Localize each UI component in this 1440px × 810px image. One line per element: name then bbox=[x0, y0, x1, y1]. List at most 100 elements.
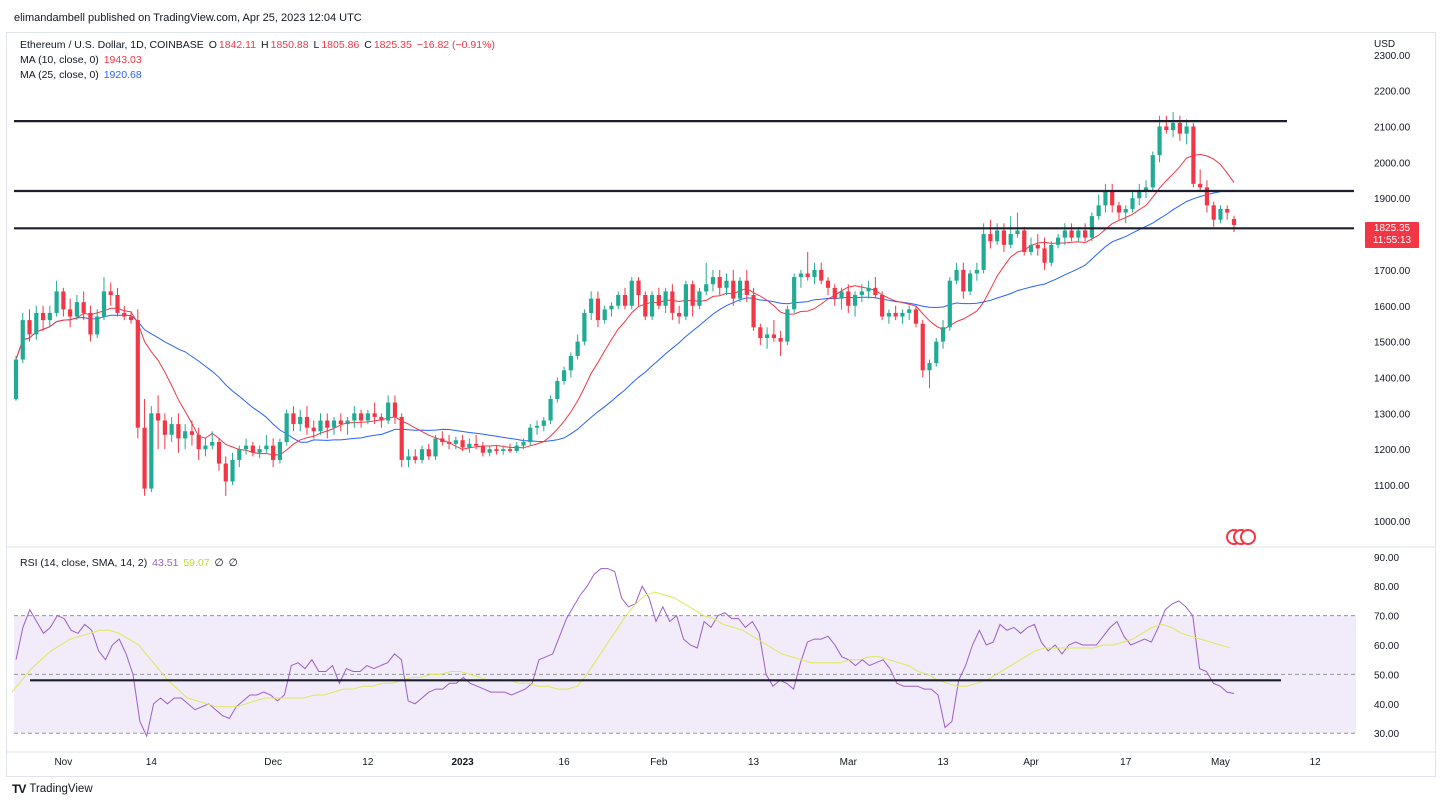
candle-body bbox=[291, 413, 296, 425]
candle-body bbox=[277, 442, 282, 460]
candle-body bbox=[920, 323, 925, 371]
candle-body bbox=[1177, 122, 1182, 134]
candle-body bbox=[1204, 187, 1210, 206]
candle-body bbox=[1083, 230, 1088, 238]
candle-body bbox=[1110, 191, 1115, 206]
candle-body bbox=[1198, 183, 1203, 188]
candle-body bbox=[47, 312, 52, 321]
candle-body bbox=[1150, 155, 1155, 188]
candle-body bbox=[981, 234, 986, 270]
candle-body bbox=[352, 413, 357, 421]
candle-body bbox=[1096, 205, 1101, 217]
candle-body bbox=[656, 295, 661, 306]
grid bbox=[6, 546, 1436, 753]
candle-body bbox=[1137, 191, 1142, 199]
symbol-legend: Ethereum / U.S. Dollar, 1D, COINBASE O 18… bbox=[20, 39, 495, 51]
candle-body bbox=[534, 425, 540, 428]
candle-body bbox=[1157, 126, 1162, 156]
candle-body bbox=[1001, 230, 1007, 245]
candle-body bbox=[501, 449, 506, 451]
time-tick-label: 12 bbox=[362, 757, 374, 768]
candle-body bbox=[487, 449, 492, 453]
candle-body bbox=[792, 277, 797, 310]
rsi-band bbox=[14, 615, 1356, 734]
candle-body bbox=[521, 442, 526, 446]
rsi-path bbox=[15, 568, 1235, 738]
candle-body bbox=[731, 280, 736, 299]
price-tick-label: 1100.00 bbox=[1374, 481, 1410, 492]
rsi-tick-label: 80.00 bbox=[1374, 582, 1399, 593]
price-tick-label: 2200.00 bbox=[1374, 87, 1411, 98]
last-price: 1825.35 bbox=[1373, 223, 1411, 234]
candle-body bbox=[74, 302, 79, 317]
candle-body bbox=[1184, 126, 1189, 134]
candle-body bbox=[88, 312, 93, 335]
candle-body bbox=[886, 312, 891, 317]
open-value: 1842.11 bbox=[218, 39, 257, 51]
rsi-tick-label: 30.00 bbox=[1374, 729, 1399, 740]
candle-body bbox=[1123, 208, 1128, 213]
candle-body bbox=[20, 320, 25, 360]
candle-body bbox=[832, 287, 837, 299]
candle-body bbox=[907, 309, 912, 313]
candle-body bbox=[169, 424, 174, 435]
rsi-ma-path bbox=[11, 591, 1231, 708]
candle-body bbox=[677, 312, 682, 317]
candle-body bbox=[880, 295, 885, 317]
price-tick-label: 1400.00 bbox=[1374, 373, 1411, 384]
candle-body bbox=[128, 316, 134, 321]
candle-body bbox=[710, 277, 716, 285]
candle-body bbox=[419, 449, 425, 460]
candle-body bbox=[595, 298, 601, 321]
candle-body bbox=[913, 309, 919, 324]
candle-body bbox=[852, 295, 858, 306]
candle-body bbox=[1191, 126, 1196, 184]
candle-body bbox=[156, 413, 161, 421]
candle-body bbox=[237, 449, 242, 460]
tradingview-logo[interactable]: TV TradingView bbox=[12, 782, 93, 796]
candle-body bbox=[663, 291, 668, 306]
candle-body bbox=[1116, 205, 1122, 213]
price-tick-label: 1000.00 bbox=[1374, 517, 1411, 528]
rsi-tick-label: 50.00 bbox=[1374, 670, 1399, 681]
candle-body bbox=[386, 402, 391, 421]
rsi-tick-label: 70.00 bbox=[1374, 612, 1399, 623]
candle-body bbox=[149, 413, 154, 489]
support-resistance-levels[interactable] bbox=[14, 119, 1354, 230]
ma10-legend: MA (10, close, 0) 1943.03 bbox=[20, 54, 142, 66]
candle-countdown: 11:55:13 bbox=[1372, 235, 1412, 246]
candle-body bbox=[379, 416, 384, 421]
price-tick-label: 1700.00 bbox=[1374, 266, 1411, 277]
candle-body bbox=[1103, 191, 1108, 206]
time-tick-label: 17 bbox=[1120, 757, 1132, 768]
candle-body bbox=[264, 445, 269, 450]
time-tick-label: Feb bbox=[650, 757, 668, 768]
candle-body bbox=[1035, 244, 1040, 249]
flag-icon[interactable] bbox=[1240, 529, 1256, 545]
events-flags-icon[interactable] bbox=[1226, 529, 1266, 545]
candle-body bbox=[514, 445, 519, 451]
candle-body bbox=[372, 413, 377, 417]
candles[interactable] bbox=[13, 112, 1237, 496]
price-tick-label: 2100.00 bbox=[1374, 122, 1411, 133]
candle-body bbox=[954, 269, 959, 281]
candle-body bbox=[162, 420, 167, 435]
candle-body bbox=[744, 280, 749, 295]
low-value: 1805.86 bbox=[321, 39, 360, 51]
candle-body bbox=[622, 295, 628, 306]
candle-body bbox=[243, 445, 249, 450]
candle-body bbox=[108, 291, 113, 295]
candle-body bbox=[480, 445, 485, 453]
candle-body bbox=[575, 341, 580, 356]
candle-body bbox=[961, 269, 966, 292]
candle-body bbox=[81, 302, 86, 313]
candle-body bbox=[589, 298, 594, 313]
last-price-tag: 1825.35 11:55:13 bbox=[1365, 222, 1419, 248]
candle-body bbox=[683, 284, 688, 317]
candle-body bbox=[649, 295, 655, 317]
candle-body bbox=[1062, 230, 1067, 238]
candle-body bbox=[1028, 244, 1034, 252]
candle-body bbox=[548, 398, 553, 421]
candle-body bbox=[893, 312, 898, 317]
